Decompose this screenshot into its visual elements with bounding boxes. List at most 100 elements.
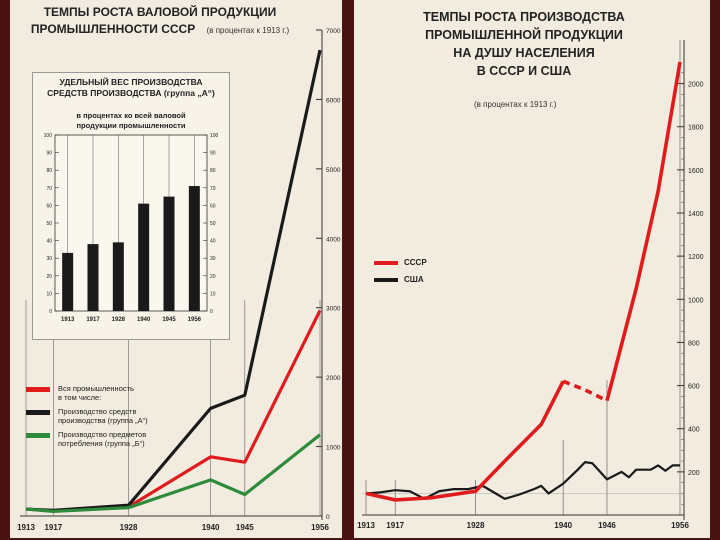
inset-subtitle-line2: продукции промышленности xyxy=(76,121,186,130)
inset-y-tick-label-right: 60 xyxy=(210,203,216,209)
left-legend-label: Производство средств производства (группа… xyxy=(58,407,188,425)
right-chart-unit: (в процентах к 1913 г.) xyxy=(474,100,557,109)
inset-plot-area xyxy=(54,134,208,312)
inset-y-tick-label-right: 90 xyxy=(210,151,216,157)
inset-y-tick-label: 20 xyxy=(46,274,52,280)
right-legend-label: СССР xyxy=(404,258,427,267)
right-title-line3: НА ДУШУ НАСЕЛЕНИЯ xyxy=(453,46,595,60)
left-x-tick-label: 1940 xyxy=(202,523,220,532)
inset-y-tick-label-right: 30 xyxy=(210,256,216,262)
right-title-line2: ПРОМЫШЛЕННОЙ ПРОДУКЦИИ xyxy=(425,28,623,42)
inset-x-tick-label: 1940 xyxy=(137,317,151,323)
left-y-tick-label: 0 xyxy=(326,514,330,521)
inset-bar xyxy=(163,196,175,311)
inset-y-tick-label-right: 80 xyxy=(210,168,216,174)
left-series-line xyxy=(25,433,321,513)
left-chart-title: ТЕМПЫ РОСТА ВАЛОВОЙ ПРОДУКЦИИ ПРОМЫШЛЕНН… xyxy=(10,4,310,39)
left-y-tick-label: 2000 xyxy=(326,375,341,382)
right-x-tick-label: 1928 xyxy=(467,521,485,530)
inset-x-tick-label: 1917 xyxy=(86,317,100,323)
inset-y-tick-label: 10 xyxy=(46,291,52,297)
right-title-line4: В СССР И США xyxy=(476,64,572,78)
left-y-tick-label: 5000 xyxy=(326,167,341,174)
right-chart-panel: ТЕМПЫ РОСТА ПРОИЗВОДСТВА ПРОМЫШЛЕННОЙ ПР… xyxy=(354,0,710,538)
inset-title-line2: СРЕДСТВ ПРОИЗВОДСТВА (группа „А“) xyxy=(47,88,215,98)
inset-x-tick-label: 1913 xyxy=(61,317,75,323)
inset-y-tick-label-right: 100 xyxy=(210,133,219,139)
inset-y-tick-label: 100 xyxy=(44,133,53,139)
inset-y-tick-label-right: 70 xyxy=(210,186,216,192)
inset-y-tick-label: 40 xyxy=(46,239,52,245)
inset-bar xyxy=(87,244,99,311)
right-series-ussr-line xyxy=(605,61,682,402)
left-x-tick-label: 1945 xyxy=(236,523,254,532)
inset-x-tick-label: 1928 xyxy=(112,317,126,323)
right-x-tick-label: 1940 xyxy=(554,521,572,530)
left-y-tick-label: 7000 xyxy=(326,28,341,35)
inset-x-tick-label: 1945 xyxy=(162,317,176,323)
inset-y-tick-label: 90 xyxy=(46,151,52,157)
right-title-line1: ТЕМПЫ РОСТА ПРОИЗВОДСТВА xyxy=(423,10,625,24)
left-legend-label: Производство предметов потребления (групп… xyxy=(58,430,188,448)
right-y-tick-label: 400 xyxy=(688,427,700,434)
inset-x-tick-label: 1956 xyxy=(188,317,202,323)
left-chart-unit: (в процентах к 1913 г.) xyxy=(206,26,290,35)
right-y-tick-label: 200 xyxy=(688,470,700,477)
right-y-tick-label: 600 xyxy=(688,384,700,391)
right-y-tick-label: 1000 xyxy=(688,297,704,304)
left-legend-label-line1: Производство средств xyxy=(58,407,137,416)
right-legend-swatch xyxy=(374,278,398,282)
left-legend-label-line2: потребления (группа „Б“) xyxy=(58,439,145,448)
right-series-usa-line xyxy=(365,461,680,500)
left-x-tick-label: 1928 xyxy=(120,523,138,532)
inset-bar-svg: 0 0 10 10 20 20 30 30 40 40 50 50 60 60 70 70 80 80 90 90 10… xyxy=(44,133,219,323)
left-legend-swatch xyxy=(26,387,50,392)
inset-y-tick-label: 50 xyxy=(46,221,52,227)
left-chart-panel: ТЕМПЫ РОСТА ВАЛОВОЙ ПРОДУКЦИИ ПРОМЫШЛЕНН… xyxy=(10,0,342,538)
inset-subtitle-line1: в процентах ко всей валовой xyxy=(76,111,186,120)
right-y-tick-label: 1200 xyxy=(688,254,704,261)
right-legend-label: США xyxy=(404,275,424,284)
left-y-tick-label: 4000 xyxy=(326,236,341,243)
inset-bar xyxy=(112,242,124,311)
inset-title: УДЕЛЬНЫЙ ВЕС ПРОИЗВОДСТВА СРЕДСТВ ПРОИЗВ… xyxy=(33,77,229,99)
left-legend-label-line2: в том числе: xyxy=(58,393,102,402)
right-y-tick-label: 1800 xyxy=(688,125,704,132)
right-x-tick-label: 1917 xyxy=(386,521,404,530)
left-legend-label-line1: Вся промышленность xyxy=(58,384,134,393)
left-title-line2: ПРОМЫШЛЕННОСТИ СССР xyxy=(30,22,196,36)
inset-bar-chart: УДЕЛЬНЫЙ ВЕС ПРОИЗВОДСТВА СРЕДСТВ ПРОИЗВ… xyxy=(32,72,230,340)
left-x-tick-label: 1917 xyxy=(44,523,62,532)
inset-title-line1: УДЕЛЬНЫЙ ВЕС ПРОИЗВОДСТВА xyxy=(59,77,203,87)
inset-y-tick-label-right: 40 xyxy=(210,239,216,245)
inset-y-tick-label-right: 20 xyxy=(210,274,216,280)
inset-y-tick-label: 0 xyxy=(49,309,52,315)
inset-y-tick-label: 80 xyxy=(46,168,52,174)
left-x-tick-label: 1956 xyxy=(311,523,329,532)
left-legend-label-line1: Производство предметов xyxy=(58,430,147,439)
left-legend-label: Вся промышленность в том числе: xyxy=(58,384,188,402)
inset-y-tick-label: 70 xyxy=(46,186,52,192)
inset-bar xyxy=(138,203,150,311)
right-y-tick-label: 800 xyxy=(688,340,700,347)
left-y-tick-label: 3000 xyxy=(326,306,341,313)
left-legend-swatch xyxy=(26,433,50,438)
right-x-tick-label: 1913 xyxy=(357,521,375,530)
right-x-tick-label: 1956 xyxy=(671,521,689,530)
inset-y-tick-label: 30 xyxy=(46,256,52,262)
right-y-tick-label: 1400 xyxy=(688,211,704,218)
inset-y-tick-label-right: 10 xyxy=(210,291,216,297)
right-y-tick-label: 1600 xyxy=(688,168,704,175)
left-y-tick-label: 6000 xyxy=(326,97,341,104)
right-legend-swatch xyxy=(374,261,398,265)
left-y-tick-label: 1000 xyxy=(326,445,341,452)
inset-subtitle: в процентах ко всей валовой продукции пр… xyxy=(33,111,229,131)
right-series-ussr-line xyxy=(365,380,565,502)
inset-y-tick-label-right: 50 xyxy=(210,221,216,227)
inset-y-tick-label: 60 xyxy=(46,203,52,209)
left-legend-label-line2: производства (группа „А“) xyxy=(58,416,148,425)
left-legend-swatch xyxy=(26,410,50,415)
right-y-tick-label: 2000 xyxy=(688,82,704,89)
right-chart-title: ТЕМПЫ РОСТА ПРОИЗВОДСТВА ПРОМЫШЛЕННОЙ ПР… xyxy=(354,8,694,80)
